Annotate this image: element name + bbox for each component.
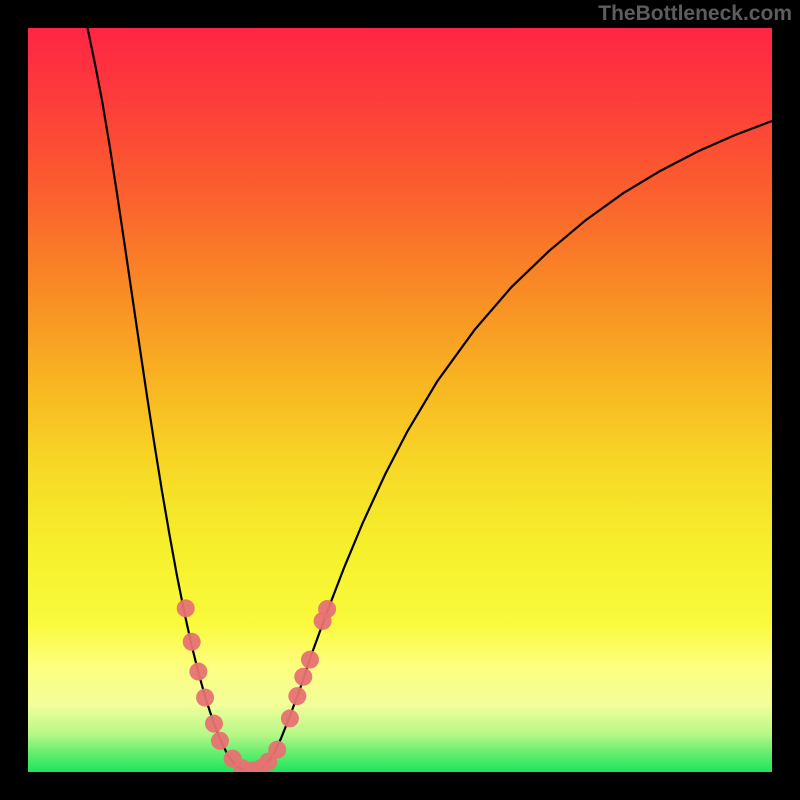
data-marker xyxy=(211,732,229,750)
data-marker xyxy=(281,709,299,727)
chart-frame xyxy=(0,0,800,800)
bottleneck-chart xyxy=(28,28,772,772)
gradient-background xyxy=(28,28,772,772)
data-marker xyxy=(205,715,223,733)
data-marker xyxy=(196,689,214,707)
data-marker xyxy=(318,600,336,618)
data-marker xyxy=(177,599,195,617)
plot-area xyxy=(28,28,772,772)
data-marker xyxy=(189,663,207,681)
data-marker xyxy=(288,687,306,705)
data-marker xyxy=(294,668,312,686)
data-marker xyxy=(183,633,201,651)
data-marker xyxy=(301,651,319,669)
data-marker xyxy=(268,741,286,759)
watermark-label: TheBottleneck.com xyxy=(598,2,792,26)
